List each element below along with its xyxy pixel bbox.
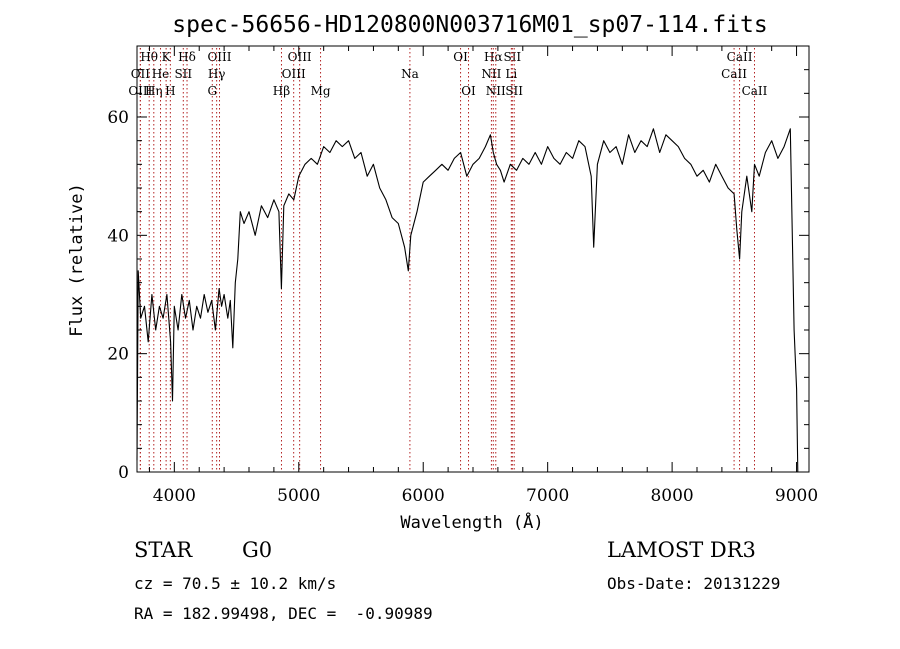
line-marker-label-13: OIII xyxy=(282,67,306,81)
y-axis-label: Flux (relative) xyxy=(67,183,87,337)
line-marker-label-11: G xyxy=(207,84,217,98)
line-marker-label-22: Li xyxy=(505,67,517,81)
line-marker-label-27: CaII xyxy=(742,84,768,98)
line-marker-label-24: SII xyxy=(505,84,523,98)
x-tick-label-6000: 6000 xyxy=(402,486,445,506)
line-marker-label-4: He xyxy=(152,67,170,81)
x-tick-label-8000: 8000 xyxy=(650,486,693,506)
line-marker-label-2: OIII xyxy=(128,84,152,98)
line-marker-label-6: SII xyxy=(174,67,192,81)
x-tick-label-4000: 4000 xyxy=(153,486,196,506)
line-marker-label-7: H xyxy=(165,84,175,98)
line-marker-label-17: OI xyxy=(453,50,468,64)
axes-layer: 4000 5000 6000 7000 8000 9000 0 20 40 60 xyxy=(107,45,818,506)
line-marker-label-15: Mg xyxy=(311,84,331,98)
object-class: STAR xyxy=(134,538,193,562)
line-marker-label-0: Hθ xyxy=(140,50,158,64)
y-tick-label-60: 60 xyxy=(107,108,129,128)
x-tick-label-5000: 5000 xyxy=(277,486,320,506)
line-marker-label-9: OIII xyxy=(207,50,231,64)
y-tick-label-0: 0 xyxy=(118,463,129,483)
line-marker-label-14: Hβ xyxy=(273,84,290,98)
object-subclass: G0 xyxy=(242,538,273,562)
line-marker-label-5: K xyxy=(162,50,172,64)
spectrum-layer xyxy=(136,128,799,473)
line-marker-label-3: Hη xyxy=(145,84,163,98)
line-marker-label-16: Na xyxy=(401,67,419,81)
line-marker-label-18: OI xyxy=(461,84,476,98)
x-tick-label-9000: 9000 xyxy=(775,486,818,506)
line-marker-label-19: Hα xyxy=(484,50,503,64)
spectrum-line-0 xyxy=(136,128,799,473)
line-marker-label-10: Hγ xyxy=(208,67,226,81)
line-marker-label-23: NII xyxy=(486,84,506,98)
line-marker-label-25: CaII xyxy=(727,50,753,64)
line-marker-label-12: OIII xyxy=(288,50,312,64)
line-marker-label-1: OII xyxy=(131,67,151,81)
x-axis-label: Wavelength (Å) xyxy=(400,511,543,533)
coordinates: RA = 182.99498, DEC = -0.90989 xyxy=(134,604,433,623)
line-marker-label-20: SII xyxy=(503,50,521,64)
line-marker-label-8: Hδ xyxy=(178,50,196,64)
chart-title: spec-56656-HD120800N003716M01_sp07-114.f… xyxy=(172,12,767,38)
line-marker-label-26: CaII xyxy=(721,67,747,81)
y-tick-label-20: 20 xyxy=(107,345,129,365)
x-tick-label-7000: 7000 xyxy=(526,486,569,506)
y-tick-label-40: 40 xyxy=(107,226,129,246)
line-marker-label-21: NII xyxy=(481,67,501,81)
observation-date: Obs-Date: 20131229 xyxy=(607,574,781,593)
redshift-velocity: cz = 70.5 ± 10.2 km/s xyxy=(134,574,337,593)
survey-name: LAMOST DR3 xyxy=(607,538,756,562)
